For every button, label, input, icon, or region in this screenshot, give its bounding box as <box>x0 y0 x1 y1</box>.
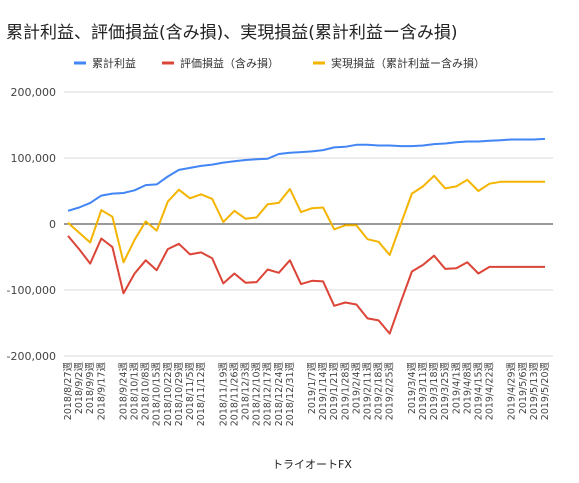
x-tick-label: 2018/11/19週 <box>217 362 229 427</box>
x-axis-label: トライオートFX <box>272 458 352 471</box>
x-tick-label: 2018/10/8週 <box>140 362 152 421</box>
gridlines <box>64 91 553 357</box>
x-tick-label: 2018/11/12週 <box>195 362 207 427</box>
x-tick-label: 2018/8/27週 <box>62 362 74 421</box>
y-tick-label: -100,000 <box>7 284 56 297</box>
x-tick-label: 2018/10/1週 <box>129 362 141 421</box>
series-line-2 <box>67 235 545 335</box>
x-tick-label: 2019/2/11週 <box>362 362 374 421</box>
x-tick-label: 2018/9/17週 <box>95 362 107 421</box>
x-tick-label: 2018/9/9週 <box>84 362 96 415</box>
legend: 累計利益 評価損益（含み損） 実現損益（累計利益ー含み損） <box>74 56 485 70</box>
x-tick-label: 2018/9/24週 <box>117 362 129 421</box>
x-tick-label: 2019/1/7週 <box>306 362 318 415</box>
x-tick-label: 2019/4/1週 <box>450 362 462 415</box>
x-tick-label: 2018/12/31週 <box>284 362 296 427</box>
x-tick-label: 2019/4/29週 <box>506 362 518 421</box>
x-tick-label: 2019/2/18週 <box>373 362 385 421</box>
x-tick-label: 2019/3/4週 <box>406 362 418 415</box>
x-tick-label: 2018/11/5週 <box>184 362 196 421</box>
x-tick-label: 2018/10/29週 <box>173 362 185 427</box>
series-line-3 <box>67 174 545 264</box>
y-tick-label: 100,000 <box>11 152 57 165</box>
x-tick-label: 2019/3/11週 <box>417 362 429 421</box>
x-tick-label: 2019/4/22週 <box>484 362 496 421</box>
x-tick-label: 2018/10/15週 <box>151 362 163 427</box>
x-tick-label: 2019/4/8週 <box>461 362 473 415</box>
legend-label: 実現損益（累計利益ー含み損） <box>331 56 485 70</box>
x-tick-label: 2019/5/20週 <box>539 362 551 421</box>
x-tick-label: 2019/2/4週 <box>350 362 362 415</box>
legend-label: 評価損益（含み損） <box>180 56 279 70</box>
x-tick-label: 2018/9/2週 <box>73 362 85 415</box>
legend-label: 累計利益 <box>92 56 136 70</box>
series-lines <box>67 137 546 335</box>
y-axis-ticks: 200,000 100,000 0 -100,000 -200,000 <box>7 86 56 363</box>
series-line-1 <box>67 137 546 212</box>
x-axis-ticks: 2018/8/27週 2018/9/2週 2018/9/9週 2018/9/17週 20… <box>62 362 551 427</box>
chart-title: 累計利益、評価損益(含み損)、実現損益(累計利益ー含み損) <box>6 23 458 43</box>
y-tick-label: 0 <box>49 218 56 231</box>
x-tick-label: 2019/2/25週 <box>384 362 396 421</box>
x-tick-label: 2019/5/6週 <box>517 362 529 415</box>
x-tick-label: 2019/3/18週 <box>428 362 440 421</box>
x-tick-label: 2019/1/14週 <box>317 362 329 421</box>
x-tick-label: 2019/1/28週 <box>339 362 351 421</box>
x-tick-label: 2019/5/13週 <box>528 362 540 421</box>
x-tick-label: 2018/11/26週 <box>228 362 240 427</box>
x-tick-label: 2018/12/10週 <box>251 362 263 427</box>
x-tick-label: 2018/12/17週 <box>262 362 274 427</box>
y-tick-label: -200,000 <box>7 350 56 363</box>
x-tick-label: 2019/1/21週 <box>328 362 340 421</box>
y-tick-label: 200,000 <box>11 86 57 99</box>
x-tick-label: 2018/12/24週 <box>273 362 285 427</box>
x-tick-label: 2018/10/22週 <box>162 362 174 427</box>
x-tick-label: 2018/12/3週 <box>239 362 251 421</box>
x-tick-label: 2019/4/15週 <box>472 362 484 421</box>
x-tick-label: 2019/3/25週 <box>439 362 451 421</box>
